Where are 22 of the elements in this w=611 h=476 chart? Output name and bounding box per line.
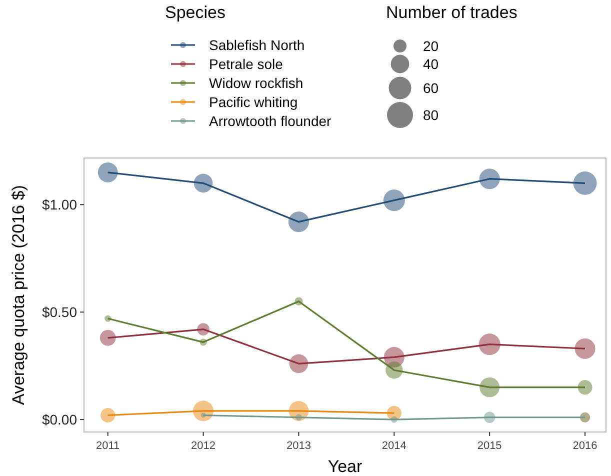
legend-title: Species [165, 3, 226, 22]
x-tick-label: 2015 [477, 440, 502, 452]
legend-label: Arrowtooth flounder [209, 112, 332, 129]
legend-label: Pacific whiting [209, 94, 298, 110]
legend-label: Widow rockfish [209, 74, 304, 91]
legend-label: 60 [423, 80, 439, 96]
legend-label: 40 [423, 56, 439, 72]
y-tick-label: $0.50 [42, 304, 78, 320]
legend-label: 80 [423, 106, 439, 123]
x-axis-title: Year [328, 457, 363, 476]
legend-label: Petrale sole [209, 56, 284, 72]
y-axis-title: Average quota price (2016 $) [9, 185, 28, 405]
legend-label: 20 [423, 38, 439, 54]
x-tick-label: 2012 [191, 440, 216, 452]
text: Number of trades [386, 3, 518, 22]
y-tick-label: $1.00 [42, 196, 78, 213]
x-tick-label: 2014 [382, 440, 406, 452]
x-tick-label: 2013 [286, 440, 311, 452]
legend-label: Sablefish North [209, 36, 305, 53]
x-tick-label: 2016 [572, 440, 598, 452]
x-tick-label: 2011 [96, 440, 120, 452]
y-tick-label: $0.00 [42, 411, 78, 428]
